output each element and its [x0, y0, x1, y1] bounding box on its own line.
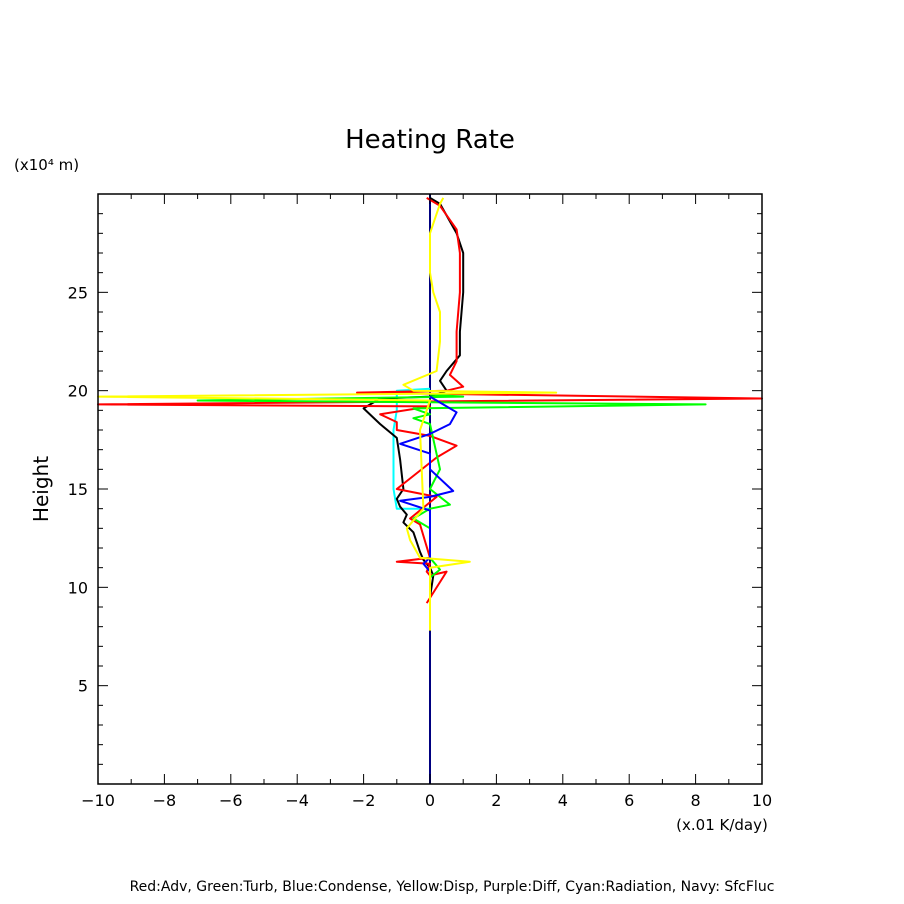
y-tick-label: 5 — [78, 677, 88, 696]
x-tick-label: −4 — [285, 791, 309, 810]
x-tick-label: 0 — [425, 791, 435, 810]
x-tick-label: 8 — [691, 791, 701, 810]
x-tick-label: 10 — [752, 791, 772, 810]
legend-text: Red:Adv, Green:Turb, Blue:Condense, Yell… — [130, 879, 775, 895]
y-tick-label: 20 — [68, 382, 88, 401]
y-unit-label: (x10⁴ m) — [14, 156, 79, 174]
x-axis-label: (x.01 K/day) — [676, 816, 768, 834]
axis-layer: −10 −8 −6 −4 −2 0 2 4 6 8 10 5 10 15 20 25 — [68, 193, 772, 810]
x-tick-label: −8 — [153, 791, 177, 810]
x-tick-label: 2 — [491, 791, 501, 810]
y-tick-label: 25 — [68, 283, 88, 302]
y-tick-label: 10 — [68, 578, 88, 597]
y-tick-label: 15 — [68, 480, 88, 499]
series-line-5 — [399, 395, 458, 573]
series-line-6 — [97, 197, 558, 631]
x-tick-label: 4 — [558, 791, 568, 810]
y-axis-label: Height — [29, 456, 53, 522]
series-line-2 — [362, 197, 465, 631]
x-tick-label: −10 — [81, 791, 115, 810]
chart-title: Heating Rate — [345, 125, 515, 155]
series-layer — [97, 194, 763, 784]
x-tick-label: −6 — [219, 791, 243, 810]
series-line-3 — [97, 197, 763, 604]
x-tick-label: −2 — [352, 791, 376, 810]
series-line-1 — [392, 387, 431, 510]
x-tick-label: 6 — [624, 791, 634, 810]
